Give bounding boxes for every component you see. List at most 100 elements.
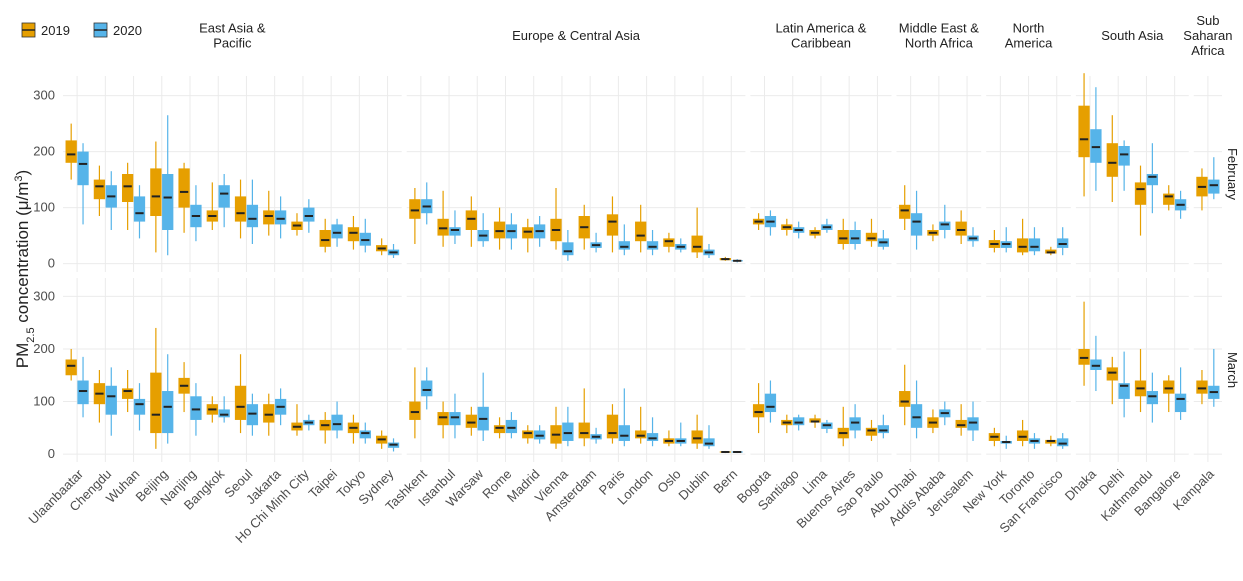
box (1118, 140, 1130, 191)
box (1078, 73, 1090, 197)
box (1057, 433, 1069, 449)
box (562, 230, 574, 261)
box (291, 404, 303, 436)
facet-strip-label: America (1005, 36, 1053, 51)
box (967, 227, 979, 247)
box-body (1146, 391, 1159, 405)
facet-strip-label: North Africa (905, 36, 974, 51)
box (359, 218, 371, 253)
facet-strip-label: North (1013, 21, 1045, 36)
box (910, 380, 923, 439)
box (493, 207, 506, 250)
box (793, 414, 805, 431)
box (837, 406, 849, 447)
box (206, 396, 218, 423)
box (1118, 351, 1130, 418)
box (65, 123, 77, 180)
box (1174, 367, 1187, 420)
box-body (899, 391, 911, 407)
box-body (562, 422, 574, 441)
box-body (359, 430, 371, 439)
box-body (1016, 430, 1029, 441)
box (675, 422, 687, 447)
box (1106, 356, 1118, 405)
box-body (877, 425, 889, 434)
box-body (646, 433, 659, 441)
box (752, 383, 765, 434)
box-body (618, 241, 630, 250)
box (1106, 115, 1118, 202)
box-body (465, 414, 477, 428)
box (65, 348, 77, 381)
box (133, 383, 146, 431)
facet-strip-label: Africa (1191, 43, 1225, 58)
box-body (837, 230, 849, 244)
y-tick-label: 0 (48, 446, 55, 461)
box-body (1196, 380, 1208, 394)
box-body (635, 221, 647, 242)
box (1196, 370, 1208, 405)
box (927, 224, 939, 242)
box (274, 388, 287, 426)
box (877, 414, 889, 439)
box-body (764, 393, 777, 413)
box (550, 188, 562, 250)
box (939, 401, 951, 426)
box (703, 425, 715, 449)
box-body (77, 151, 89, 186)
box (319, 218, 331, 253)
box-body (121, 174, 134, 202)
box-body (65, 140, 77, 163)
box (1163, 375, 1175, 413)
box (234, 354, 247, 434)
box (618, 224, 630, 256)
box (331, 218, 343, 247)
box (1134, 348, 1147, 413)
box (303, 199, 315, 233)
box (190, 383, 202, 436)
box (93, 370, 106, 423)
box (691, 414, 703, 449)
box (421, 367, 433, 410)
box-body (409, 401, 421, 420)
box (809, 414, 821, 428)
y-axis-label: PM2.5 concentration (μ/m3) (13, 170, 37, 368)
box-body (421, 380, 433, 397)
box (133, 185, 146, 239)
legend-label: 2020 (113, 23, 142, 38)
box (421, 182, 433, 225)
box (877, 230, 889, 250)
y-label-sub: 2.5 (25, 327, 37, 342)
box-body (178, 168, 190, 208)
x-tick-label: Taipei (305, 466, 340, 501)
box (1016, 218, 1029, 256)
y-label-sup: 3 (13, 175, 25, 181)
y-tick-label: 100 (33, 200, 55, 215)
facet-strip-label: Caribbean (791, 36, 851, 51)
box-body (263, 210, 275, 225)
box (1196, 168, 1208, 211)
box (1134, 165, 1147, 236)
box-body (865, 232, 878, 242)
box-body (522, 430, 534, 439)
box (206, 182, 218, 230)
box-body (437, 218, 449, 236)
box (590, 427, 602, 444)
box (93, 165, 106, 216)
box (347, 414, 360, 444)
box (150, 141, 162, 253)
box (263, 393, 275, 436)
box (218, 174, 230, 228)
box (939, 204, 951, 239)
facet-strip-label: South Asia (1101, 28, 1164, 43)
y-tick-label: 100 (33, 394, 55, 409)
box-body (133, 196, 146, 222)
box (246, 179, 259, 244)
facet-strip-label: Latin America & (775, 21, 866, 36)
box (533, 425, 546, 444)
y-tick-label: 200 (33, 144, 55, 159)
box (263, 190, 275, 236)
box (359, 422, 371, 444)
box-body (1028, 238, 1041, 252)
